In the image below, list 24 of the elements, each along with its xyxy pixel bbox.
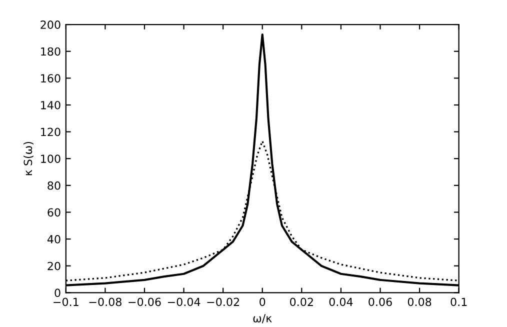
x-tick-label: 0 [260,298,266,306]
x-tick-label: 0.02 [290,298,313,306]
y-tick-label: 180 [41,47,60,56]
x-tick-label: 0.06 [368,298,392,306]
x-tick-label: 0.04 [329,298,353,306]
x-tick-label: −0.1 [54,298,78,306]
x-tick-label: −0.08 [89,298,122,306]
y-tick-label: 80 [48,181,60,190]
y-tick-label: 60 [48,208,60,217]
y-tick-label: 0 [54,288,60,298]
y-tick-label: 40 [47,235,60,244]
x-axis-title: ω/κ [253,314,272,324]
x-tick-label: −0.06 [128,298,161,306]
x-tick-label: 0.1 [450,298,467,306]
x-tick-label: 0.08 [408,298,432,306]
x-tick-label: −0.04 [168,298,200,306]
y-tick-label: 100 [41,154,60,163]
y-tick-label: 140 [41,100,60,110]
x-tick-label: −0.02 [207,298,239,306]
y-tick-label: 120 [41,128,60,136]
y-tick-label: 160 [41,74,60,83]
y-axis-title: κ S(ω) [24,142,34,176]
y-tick-label: 20 [48,262,60,270]
y-tick-label: 200 [40,20,60,29]
